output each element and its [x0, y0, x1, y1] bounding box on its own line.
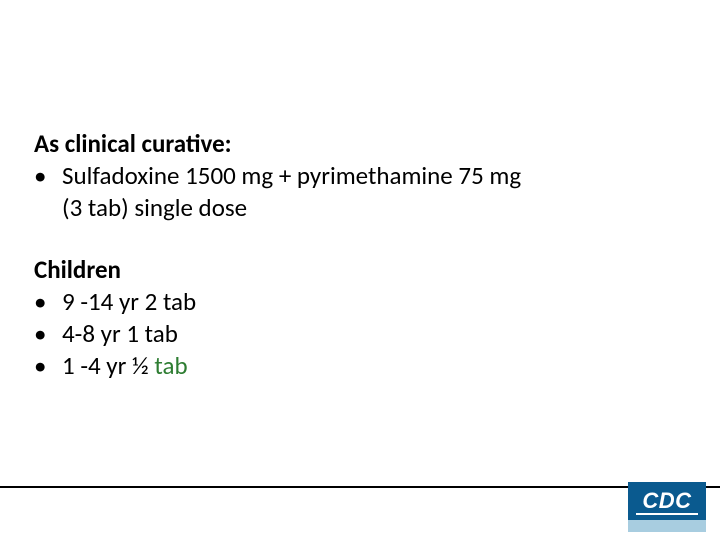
bullet-mark: •: [34, 350, 62, 382]
bullet-item: • 4-8 yr 1 tab: [34, 318, 680, 350]
cdc-logo-text: CDC: [642, 488, 691, 514]
section1-heading: As clinical curative:: [34, 128, 680, 160]
bullet-mark: •: [34, 160, 62, 224]
cdc-logo: CDC: [628, 482, 706, 534]
bullet-item: • 9 -14 yr 2 tab: [34, 286, 680, 318]
cdc-logo-top: CDC: [628, 482, 706, 520]
bullet-mark: •: [34, 318, 62, 350]
bullet-text: 1 -4 yr ½ tab: [62, 350, 188, 382]
section2-heading: Children: [34, 254, 680, 286]
bullet-text: 9 -14 yr 2 tab: [62, 286, 196, 318]
slide-content: As clinical curative: • Sulfadoxine 1500…: [34, 128, 680, 382]
cdc-logo-bottom: [628, 520, 706, 532]
bullet-item: • 1 -4 yr ½ tab: [34, 350, 680, 382]
bullet-text: Sulfadoxine 1500 mg + pyrimethamine 75 m…: [62, 160, 521, 224]
bullet-item: • Sulfadoxine 1500 mg + pyrimethamine 75…: [34, 160, 680, 224]
footer-divider: [0, 486, 720, 488]
footer: CDC: [0, 484, 720, 540]
cdc-logo-underline: [636, 513, 698, 515]
bullet-text: 4-8 yr 1 tab: [62, 318, 178, 350]
bullet-mark: •: [34, 286, 62, 318]
